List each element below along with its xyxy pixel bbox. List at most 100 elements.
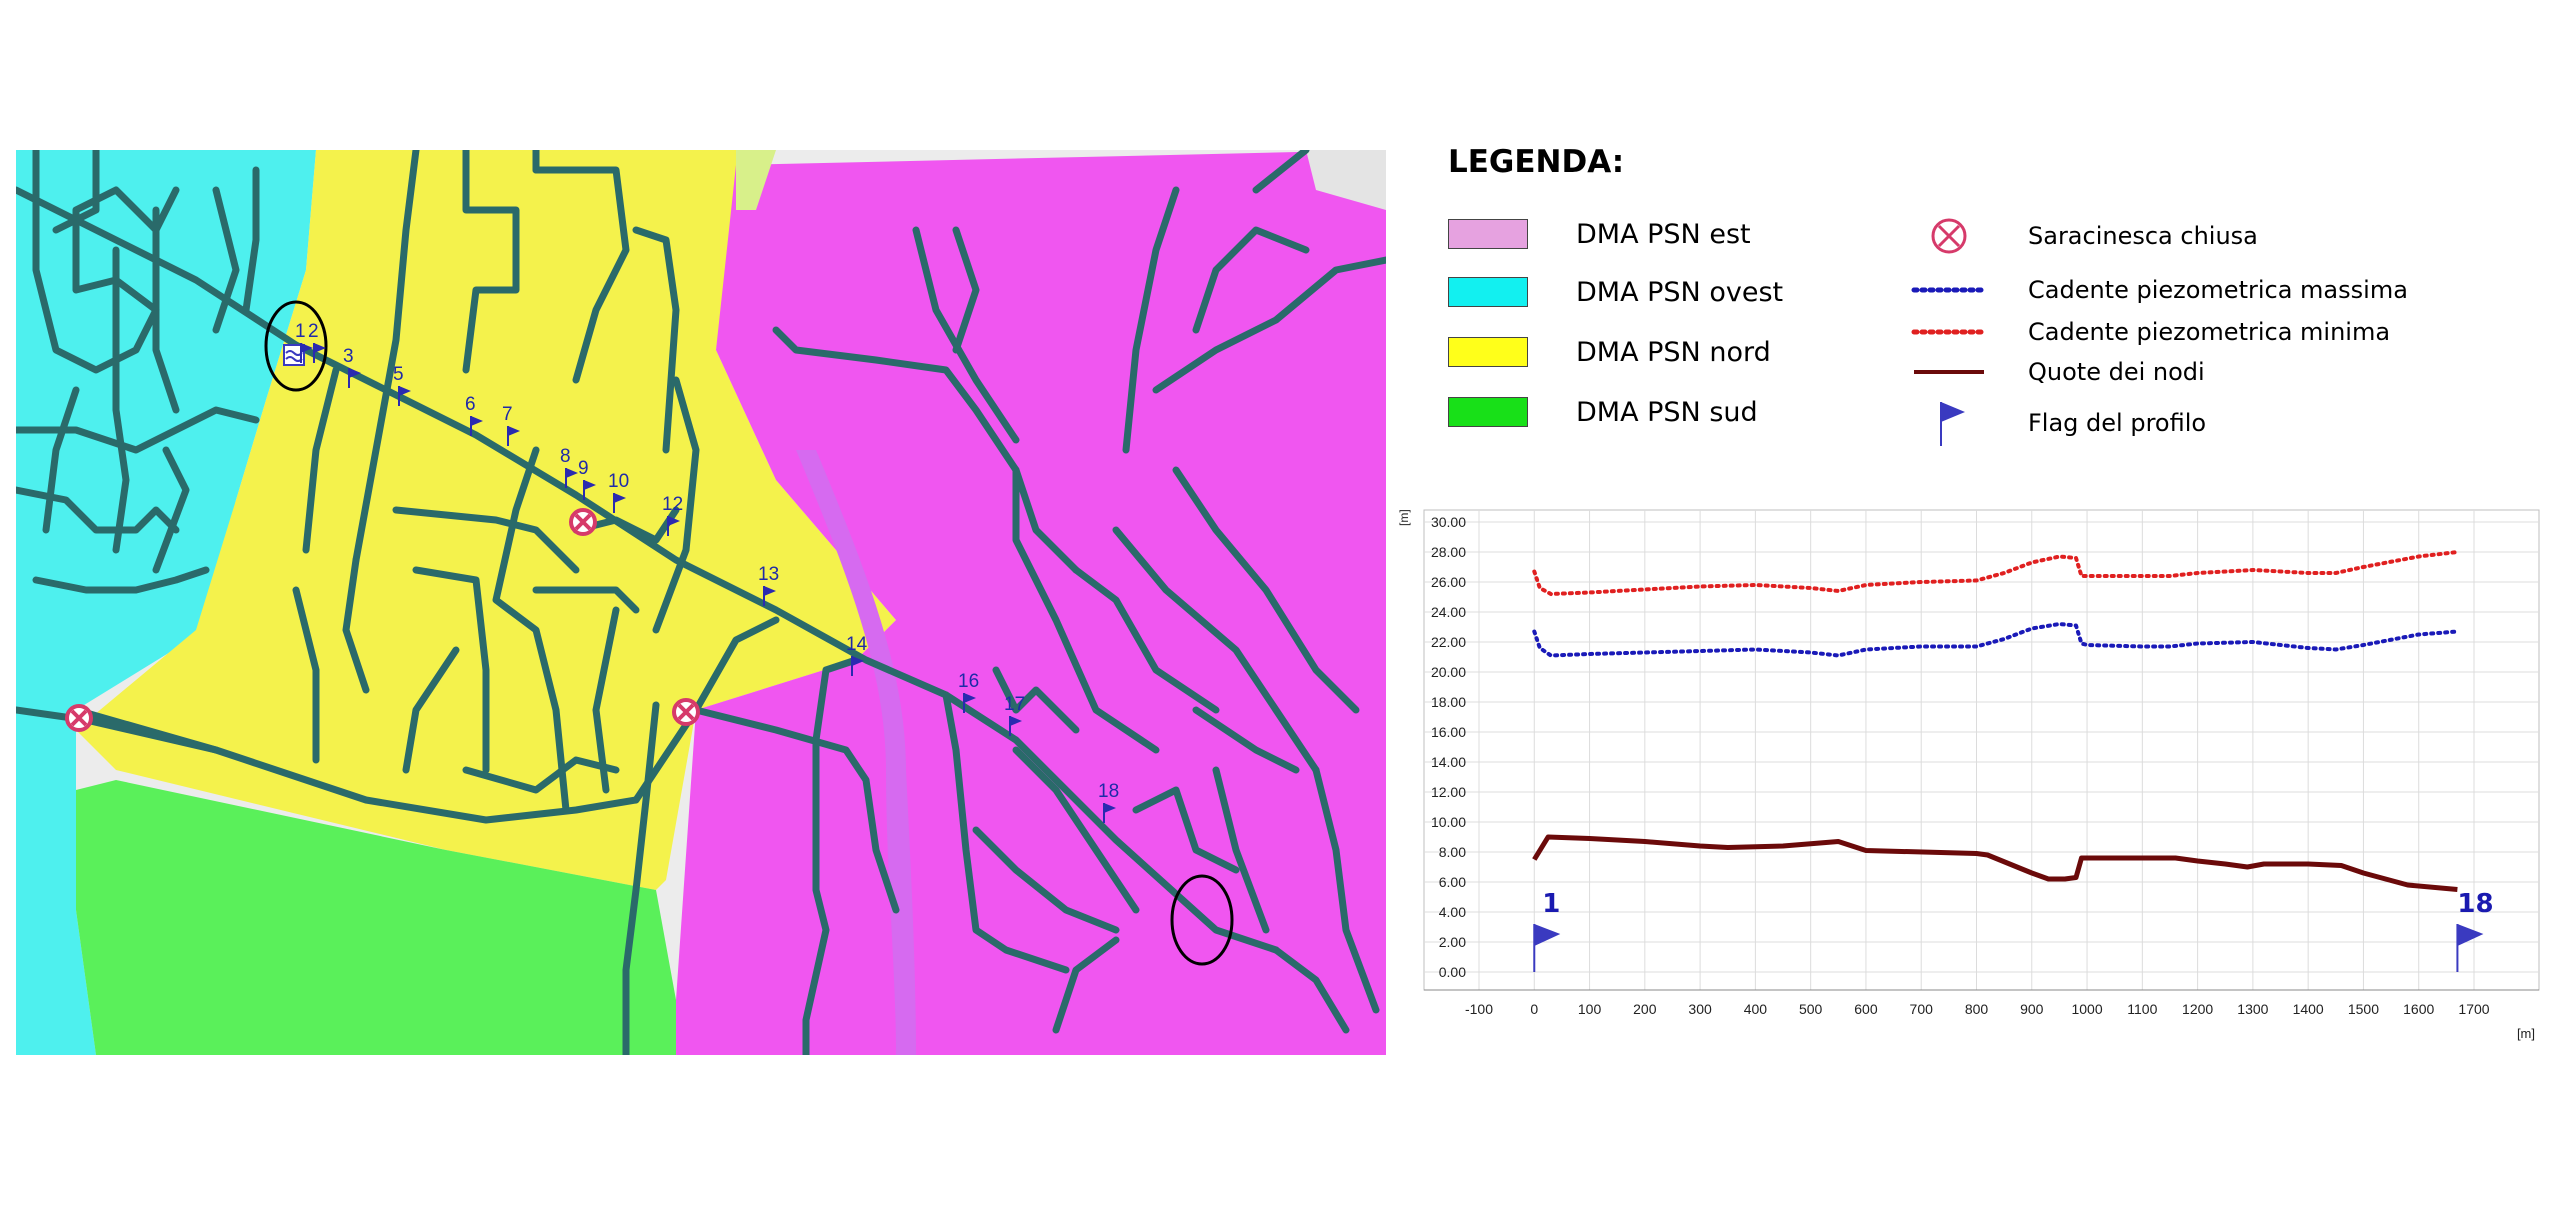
series-line-0 — [1532, 550, 2460, 596]
legend-item-dma-nord: DMA PSN nord — [1448, 332, 1771, 372]
dma-nord-swatch — [1448, 337, 1528, 367]
x-tick-label: 700 — [1910, 1001, 1934, 1017]
legend-item-dma-sud: DMA PSN sud — [1448, 392, 1758, 432]
map-flag-label: 5 — [393, 364, 404, 385]
map-flag-icon[interactable]: 10 — [608, 471, 629, 513]
map-flag-label: 18 — [1098, 781, 1119, 802]
solid-line-icon — [1910, 354, 1988, 390]
map-flag-label: 7 — [502, 404, 513, 425]
series-line-2 — [1532, 834, 2458, 892]
zone-top-right-grey — [1306, 150, 1386, 210]
y-tick-label: 4.00 — [1439, 904, 1466, 920]
map-flag-icon[interactable]: 9 — [578, 458, 596, 500]
map-flag-label: 13 — [758, 564, 779, 585]
x-tick-label: 100 — [1578, 1001, 1602, 1017]
map-canvas[interactable]: 1 2 3 5 6 7 89 10 12 13 14 16 17 18 — [16, 150, 1386, 1055]
profile-flag-icon[interactable]: 18 — [2456, 889, 2494, 972]
start-highlight-circle — [264, 300, 328, 392]
pipe-network — [16, 150, 1386, 1055]
legend-label: Cadente piezometrica minima — [2028, 318, 2391, 346]
legend: LEGENDA: DMA PSN est DMA PSN ovest DMA P… — [1440, 140, 2540, 470]
x-tick-label: 1400 — [2293, 1001, 2324, 1017]
y-tick-label: 30.00 — [1431, 514, 1466, 530]
x-tick-label: 1000 — [2071, 1001, 2102, 1017]
x-tick-label: 200 — [1633, 1001, 1657, 1017]
profile-chart[interactable]: -100 0 100 200 300 400 500 600 700 800 900 1000 1100… — [1390, 498, 2550, 1068]
map-flag-label: 8 — [560, 446, 571, 467]
legend-label: DMA PSN ovest — [1576, 276, 1784, 308]
plot-area — [1423, 509, 2540, 991]
y-tick-label: 2.00 — [1439, 934, 1466, 950]
zone-ovest — [16, 150, 316, 1055]
dma-ovest-swatch — [1448, 277, 1528, 307]
legend-label: Flag del profilo — [2028, 409, 2207, 437]
closed-valve-icon — [1910, 218, 1988, 254]
map-flag-label: 6 — [465, 394, 476, 415]
closed-valve-icon[interactable] — [65, 704, 93, 732]
map-flag-icon[interactable]: 8 — [560, 446, 578, 488]
map-flag-icon[interactable]: 16 — [958, 671, 979, 713]
flag-icon — [1910, 398, 1988, 448]
x-tick-label: 1500 — [2348, 1001, 2379, 1017]
legend-label: Saracinesca chiusa — [2028, 222, 2258, 250]
legend-item-node-elevation: Quote dei nodi — [1910, 352, 2205, 392]
y-tick-label: 26.00 — [1431, 574, 1466, 590]
y-tick-label: 20.00 — [1431, 664, 1466, 680]
legend-item-closed-valve: Saracinesca chiusa — [1910, 216, 2258, 256]
reservoir-icon[interactable] — [283, 344, 305, 366]
zone-sud — [76, 780, 676, 1055]
dma-est-swatch — [1448, 219, 1528, 249]
legend-label: DMA PSN nord — [1576, 336, 1771, 368]
y-tick-label: 24.00 — [1431, 604, 1466, 620]
legend-item-dma-est: DMA PSN est — [1448, 214, 1751, 254]
map-flag-icon[interactable]: 14 — [846, 634, 868, 676]
end-highlight-circle — [1170, 874, 1234, 966]
map-flag-icon[interactable]: 2 — [308, 321, 326, 363]
map-flag-label: 2 — [308, 321, 319, 342]
map-flag-label: 16 — [958, 671, 979, 692]
x-tick-label: 800 — [1965, 1001, 1989, 1017]
y-tick-label: 28.00 — [1431, 544, 1466, 560]
map-flag-icon[interactable]: 1 — [295, 321, 313, 363]
x-tick-label: 900 — [2020, 1001, 2044, 1017]
map-flag-icon[interactable]: 3 — [343, 346, 361, 388]
map-flag-icon[interactable]: 6 — [465, 394, 483, 436]
chart-canvas: -100 0 100 200 300 400 500 600 700 800 900 1000 1100… — [1397, 509, 2540, 1041]
map-flag-label: 12 — [662, 494, 683, 515]
x-tick-label: 400 — [1744, 1001, 1768, 1017]
legend-label: Cadente piezometrica massima — [2028, 276, 2408, 304]
zone-top-left-strip — [736, 150, 776, 210]
map-flag-icon[interactable]: 7 — [502, 404, 520, 446]
legend-item-min-head: Cadente piezometrica minima — [1910, 312, 2390, 352]
profile-flag-icon[interactable]: 1 — [1533, 889, 1560, 972]
legend-title: LEGENDA: — [1448, 144, 1625, 180]
map-flag-icon[interactable]: 17 — [1004, 694, 1025, 736]
x-tick-label: 300 — [1688, 1001, 1712, 1017]
x-tick-label: 500 — [1799, 1001, 1823, 1017]
y-tick-label: 8.00 — [1439, 844, 1466, 860]
map-flag-label: 3 — [343, 346, 354, 367]
closed-valve-icon[interactable] — [672, 698, 700, 726]
map-flag-icon[interactable]: 13 — [758, 564, 779, 606]
series-line-1 — [1532, 622, 2460, 658]
network-map[interactable]: 1 2 3 5 6 7 8 9 10 12 13 14 16 17 18 — [16, 150, 1386, 1055]
map-flag-icon[interactable]: 12 — [662, 494, 683, 536]
map-flag-icon[interactable]: 18 — [1098, 781, 1119, 823]
x-tick-label: 1300 — [2237, 1001, 2268, 1017]
x-axis-label: [m] — [2517, 1026, 2535, 1041]
grid — [1424, 510, 2539, 990]
y-tick-label: 12.00 — [1431, 784, 1466, 800]
y-tick-label: 16.00 — [1431, 724, 1466, 740]
dotted-line-icon — [1910, 314, 1988, 350]
x-tick-label: 1700 — [2458, 1001, 2489, 1017]
map-flag-label: 14 — [846, 634, 868, 655]
legend-label: DMA PSN sud — [1576, 396, 1758, 428]
map-profile-flags: 1 2 3 5 6 7 89 10 12 13 14 16 17 18 — [295, 321, 1119, 823]
x-tick-label: 0 — [1530, 1001, 1538, 1017]
x-tick-label: -100 — [1465, 1001, 1493, 1017]
closed-valve-icon[interactable] — [569, 508, 597, 536]
map-flag-label: 9 — [578, 458, 589, 479]
map-flag-icon[interactable]: 5 — [393, 364, 411, 406]
map-flag-label: 17 — [1004, 694, 1025, 715]
profile-flag-label: 1 — [1542, 889, 1560, 919]
